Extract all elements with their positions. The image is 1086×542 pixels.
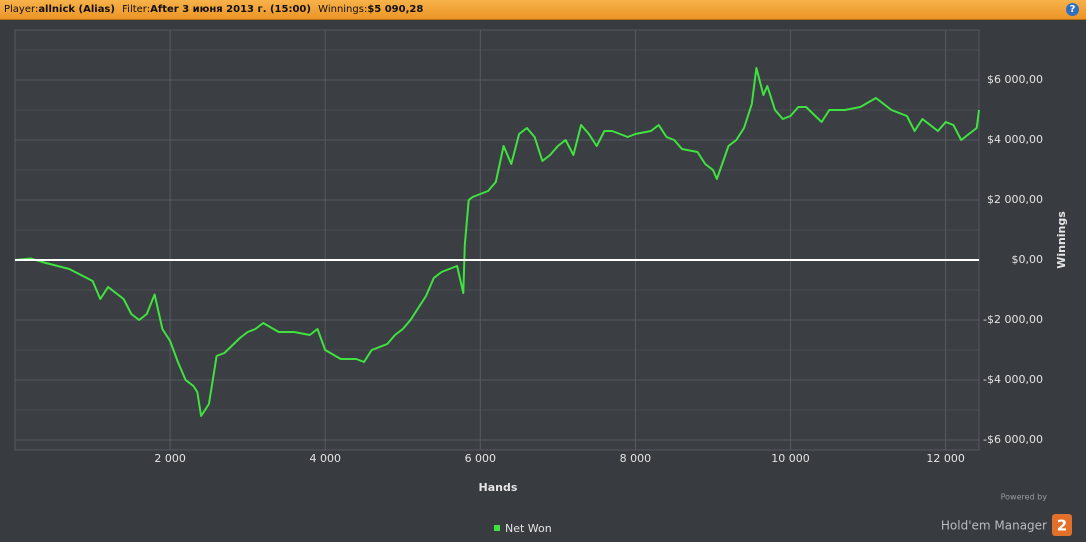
x-tick-label: 12 000 (926, 452, 965, 465)
product-name: Hold'em Manager (941, 519, 1047, 533)
y-tick-label: $6 000,00 (987, 73, 1043, 86)
filter: After 3 июня 2013 г. (15:00) (150, 4, 311, 15)
series-line (14, 67, 980, 417)
x-axis-title: Hands (479, 481, 518, 494)
legend-swatch (494, 525, 500, 531)
y-axis-title: Winnings (1055, 211, 1068, 269)
winnings-label: Winnings: (318, 4, 368, 15)
x-tick-label: 2 000 (154, 452, 186, 465)
plot-area (14, 29, 980, 451)
chart: Hands Winnings Powered by Hold'em Manage… (14, 29, 1072, 536)
y-tick-label: $4 000,00 (987, 133, 1043, 146)
y-tick-label: -$4 000,00 (983, 373, 1043, 386)
y-tick-label: $0,00 (1012, 253, 1044, 266)
y-tick-label: $2 000,00 (987, 193, 1043, 206)
winnings: $5 090,28 (367, 4, 424, 15)
logo (1052, 514, 1072, 536)
powered-by: Powered by (1001, 493, 1048, 502)
player-label: Player: (4, 4, 39, 15)
filter-label: Filter: (122, 4, 151, 15)
x-tick-label: 6 000 (465, 452, 497, 465)
legend-label: Net Won (505, 522, 552, 535)
x-tick-label: 8 000 (620, 452, 652, 465)
logo-text: 2 (1057, 517, 1067, 535)
y-tick-label: -$6 000,00 (983, 433, 1043, 446)
player: allnick (Alias) (38, 4, 115, 15)
x-tick-label: 4 000 (309, 452, 341, 465)
header-bar: Player:allnick (Alias) Filter:After 3 ию… (0, 0, 1086, 20)
y-tick-label: -$2 000,00 (983, 313, 1043, 326)
x-tick-label: 10 000 (771, 452, 810, 465)
help-button[interactable]: ? (1066, 3, 1079, 16)
